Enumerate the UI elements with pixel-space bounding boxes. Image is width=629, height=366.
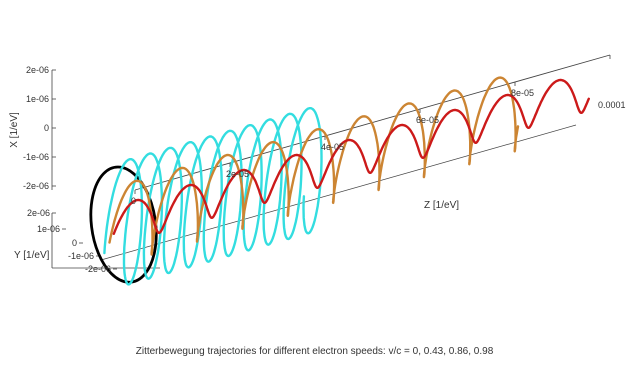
y-axis-title: Y [1/eV] — [14, 250, 50, 261]
helix-v0_98 — [112, 78, 590, 235]
z-axis-title: Z [1/eV] — [424, 200, 459, 211]
x-tick-label: -2e-06 — [23, 181, 49, 191]
chart-3d: 2e-06 1e-06 0 -1e-06 -2e-06 2e-06 1e-06 0 -1e-06… — [9, 54, 626, 286]
z-tick-label: 6e-05 — [416, 115, 439, 125]
z-tick-label: 4e-05 — [321, 142, 344, 152]
y-tick-label: 0 — [72, 238, 77, 248]
z-tick-label: 0 — [131, 196, 136, 206]
z-tick-label: 8e-05 — [511, 88, 534, 98]
z-tick-label: 0.0001 — [598, 100, 626, 110]
labels: 2e-06 1e-06 0 -1e-06 -2e-06 2e-06 1e-06 0 -1e-06… — [9, 65, 626, 274]
y-tick-label: -2e-06 — [85, 264, 111, 274]
x-tick-label: 1e-06 — [26, 94, 49, 104]
z-tick-label: 2e-05 — [226, 169, 249, 179]
x-tick-label: -1e-06 — [23, 152, 49, 162]
helix-v0_43 — [103, 107, 323, 286]
figure-caption: Zitterbewegung trajectories for differen… — [135, 346, 494, 357]
x-axis-title: X [1/eV] — [9, 112, 20, 148]
x-tick-label: 2e-06 — [26, 65, 49, 75]
helix-v0_86 — [108, 76, 520, 256]
y-tick-label: 2e-06 — [27, 208, 50, 218]
y-tick-label: 1e-06 — [37, 224, 60, 234]
x-tick-label: 0 — [44, 123, 49, 133]
series-layer — [89, 76, 590, 286]
y-tick-label: -1e-06 — [68, 251, 94, 261]
